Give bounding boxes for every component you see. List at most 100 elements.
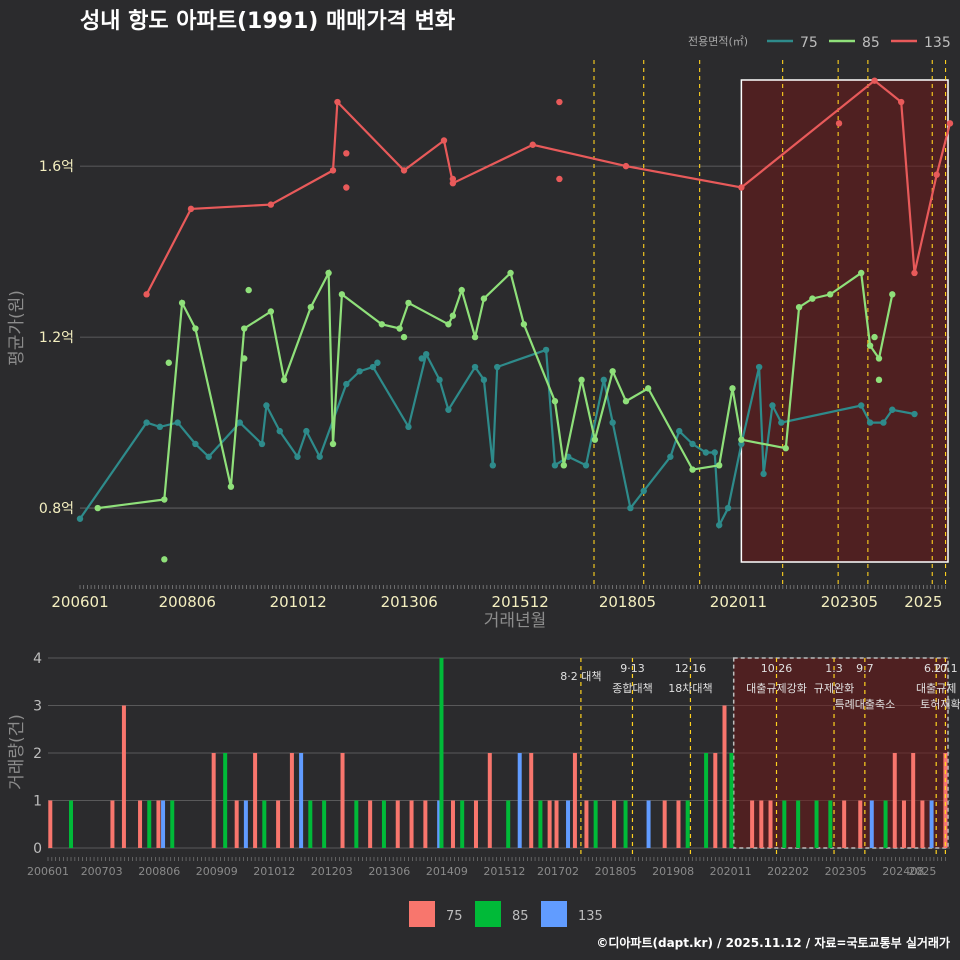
price-point-75	[627, 504, 634, 512]
volume-y-tick-label: 1	[33, 794, 42, 810]
legend-label-85: 85	[862, 35, 880, 51]
volume-y-tick-label: 4	[33, 651, 42, 667]
volume-y-tick-label: 0	[33, 841, 42, 857]
price-point-85	[858, 269, 865, 277]
volume-bar-75	[156, 800, 161, 848]
price-point-135	[343, 184, 350, 191]
volume-bar-75	[722, 705, 727, 848]
price-point-75	[724, 504, 732, 512]
volume-bar-75	[858, 800, 863, 848]
volume-bar-75	[276, 800, 281, 848]
price-point-135	[440, 137, 448, 144]
price-point-75	[294, 453, 301, 460]
volume-bar-85	[685, 800, 690, 848]
policy-name-label: 대출규제강화	[746, 682, 807, 695]
volume-bar-75	[676, 800, 681, 848]
policy-date-label: 10.1	[933, 662, 958, 675]
price-point-75	[702, 449, 710, 456]
volume-y-axis-title: 거래량(건)	[7, 714, 27, 790]
price-point-135	[738, 184, 745, 191]
price-point-75	[889, 406, 896, 413]
price-point-75	[542, 346, 550, 354]
policy-name-label: 특례대출축소	[834, 698, 895, 711]
price-point-75	[192, 440, 199, 448]
price-point-75	[582, 462, 590, 469]
policy-date-label: 1.3	[825, 662, 843, 675]
price-legend-title: 전용면적(㎡)	[688, 35, 748, 48]
price-x-tick-label: 2025	[904, 593, 942, 611]
price-point-75	[489, 462, 497, 469]
price-point-75	[551, 462, 559, 469]
price-legend: 전용면적(㎡) 75 85 135	[688, 35, 951, 51]
volume-x-tick-label: 200601	[27, 865, 69, 878]
price-point-135	[267, 201, 275, 208]
price-x-axis-title: 거래년월	[484, 611, 547, 631]
volume-bar-135	[929, 800, 934, 848]
price-x-tick-label: 202305	[821, 593, 878, 611]
price-point-85	[280, 376, 288, 384]
price-point-75	[236, 419, 243, 426]
volume-legend-label-135: 135	[578, 909, 603, 924]
price-point-85	[161, 496, 168, 503]
volume-bar-75	[368, 800, 373, 848]
price-x-tick-label: 201012	[270, 593, 327, 611]
price-point-75	[174, 419, 181, 426]
price-point-135	[622, 162, 630, 170]
price-point-75	[418, 355, 425, 362]
volume-bar-135	[437, 800, 442, 848]
volume-bar-75	[423, 800, 428, 848]
price-point-135	[329, 167, 337, 174]
policy-name-label: 종합대책	[612, 682, 652, 695]
price-point-75	[445, 406, 452, 413]
policy-name-label: 18차대책	[668, 682, 712, 695]
price-point-85	[729, 385, 736, 392]
chart-title: 성내 항도 아파트(1991) 매매가격 변화	[80, 9, 455, 34]
price-point-135	[835, 120, 843, 127]
policy-name-label: 대출규제	[916, 682, 956, 695]
volume-bar-75	[48, 800, 53, 848]
price-point-85	[325, 269, 332, 277]
volume-x-tick-label: 201203	[311, 865, 353, 878]
price-point-85	[738, 436, 745, 443]
volume-bar-75	[920, 800, 925, 848]
volume-bar-135	[161, 800, 166, 848]
price-point-85	[560, 462, 568, 469]
policy-name-label: 규제완화	[814, 682, 854, 695]
volume-bar-75	[911, 753, 916, 848]
policy-date-label: 6.27	[924, 662, 949, 675]
price-point-135	[449, 175, 457, 183]
volume-bar-85	[796, 800, 801, 848]
price-point-75	[374, 359, 381, 366]
volume-x-tick-label: 2025	[908, 865, 936, 878]
volume-bar-75	[842, 800, 847, 848]
volume-bar-135	[299, 753, 304, 848]
price-point-85	[192, 325, 199, 332]
legend-label-135: 135	[924, 35, 951, 51]
volume-x-tick-label: 202408	[882, 865, 924, 878]
price-x-tick-label: 200806	[159, 593, 216, 611]
price-point-75	[303, 427, 310, 435]
price-point-75	[676, 427, 683, 435]
volume-bar-135	[517, 753, 522, 848]
price-point-75	[316, 453, 323, 460]
price-point-85	[622, 398, 630, 405]
price-point-85	[689, 466, 696, 473]
volume-bar-85	[223, 753, 228, 848]
price-point-75	[911, 410, 918, 418]
volume-bar-75	[901, 800, 906, 848]
volume-y-tick-label: 2	[33, 746, 42, 762]
policy-date-label: 10.26	[761, 662, 793, 675]
price-point-85	[449, 312, 457, 319]
price-point-135	[529, 141, 536, 148]
volume-bar-85	[354, 800, 359, 848]
price-point-85	[551, 398, 559, 405]
price-y-axis-title: 평균가(원)	[7, 290, 27, 366]
volume-bar-85	[782, 800, 787, 848]
price-point-85	[866, 342, 874, 349]
volume-x-tick-label: 201908	[652, 865, 694, 878]
policy-name-label: 8·2 대책	[560, 670, 601, 683]
volume-bar-85	[147, 800, 152, 848]
volume-bar-75	[713, 753, 718, 848]
price-point-135	[871, 77, 878, 84]
volume-legend-swatch-75	[409, 901, 435, 927]
